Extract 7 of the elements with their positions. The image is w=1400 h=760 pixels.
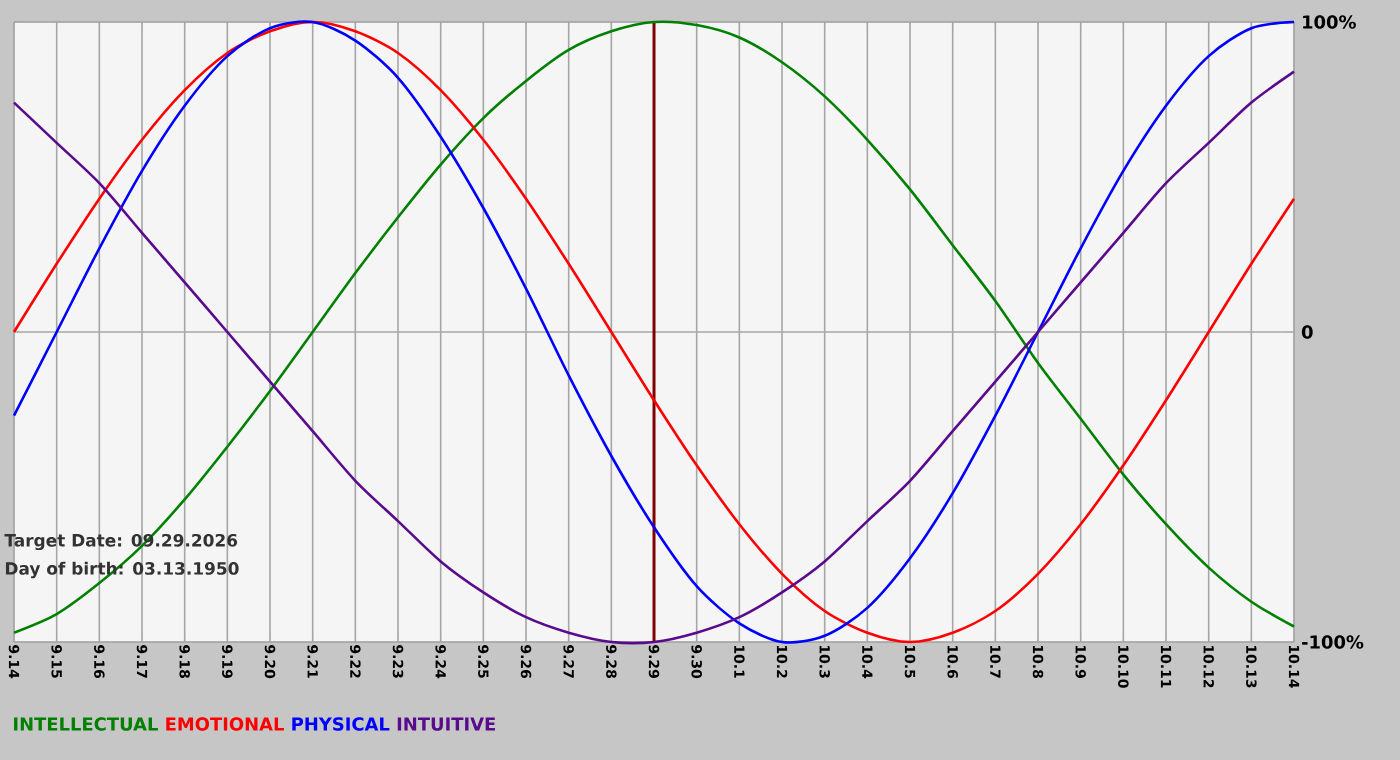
- text: EMOTIONAL: [166, 717, 284, 731]
- y-tick-label: 0: [1301, 325, 1313, 339]
- y-tick-label: 100%: [1303, 15, 1356, 29]
- text: INTUITIVE: [397, 717, 495, 731]
- text: PHYSICAL: [292, 717, 390, 731]
- y-tick-label: -100%: [1302, 635, 1364, 649]
- text: INTELLECTUAL: [14, 717, 158, 731]
